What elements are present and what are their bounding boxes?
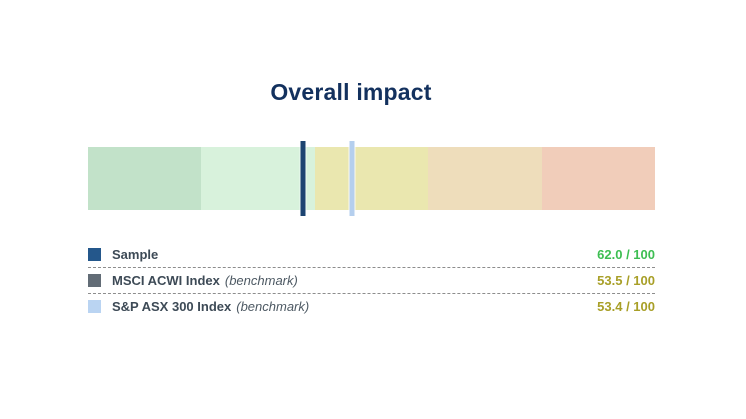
chart-title: Overall impact — [270, 79, 432, 105]
legend-row-sp-asx-300: S&P ASX 300 Index (benchmark) 53.4 / 100 — [88, 294, 655, 319]
legend-label-msci-acwi: MSCI ACWI Index — [112, 273, 220, 288]
legend-row-sample: Sample 62.0 / 100 — [88, 242, 655, 268]
marker-sample — [299, 140, 307, 217]
legend-value-sample: 62.0 / 100 — [597, 247, 655, 262]
legend: Sample 62.0 / 100 MSCI ACWI Index (bench… — [88, 242, 655, 319]
scale-segment-low — [428, 147, 542, 210]
legend-label-sp-asx-300: S&P ASX 300 Index — [112, 299, 232, 314]
scale-segment-worst — [541, 147, 656, 210]
legend-row-msci-acwi: MSCI ACWI Index (benchmark) 53.5 / 100 — [88, 268, 655, 294]
legend-value-sp-asx-300: 53.4 / 100 — [597, 299, 655, 314]
sp-asx-300-swatch-icon — [88, 300, 101, 313]
impact-scale-bar — [88, 140, 656, 217]
legend-label-sample: Sample — [112, 247, 159, 262]
scale-segment-mid — [314, 147, 429, 210]
legend-value-msci-acwi: 53.5 / 100 — [597, 273, 655, 288]
scale-segment-best — [88, 147, 202, 210]
scale-segment-good — [201, 147, 315, 210]
msci-acwi-swatch-icon — [88, 274, 101, 287]
legend-benchmark-note-sp: (benchmark) — [236, 299, 310, 314]
legend-benchmark-note-msci: (benchmark) — [224, 273, 298, 288]
sample-swatch-icon — [88, 248, 101, 261]
scale-segments — [88, 147, 656, 210]
marker-sp-asx-300-benchmark — [348, 140, 356, 217]
